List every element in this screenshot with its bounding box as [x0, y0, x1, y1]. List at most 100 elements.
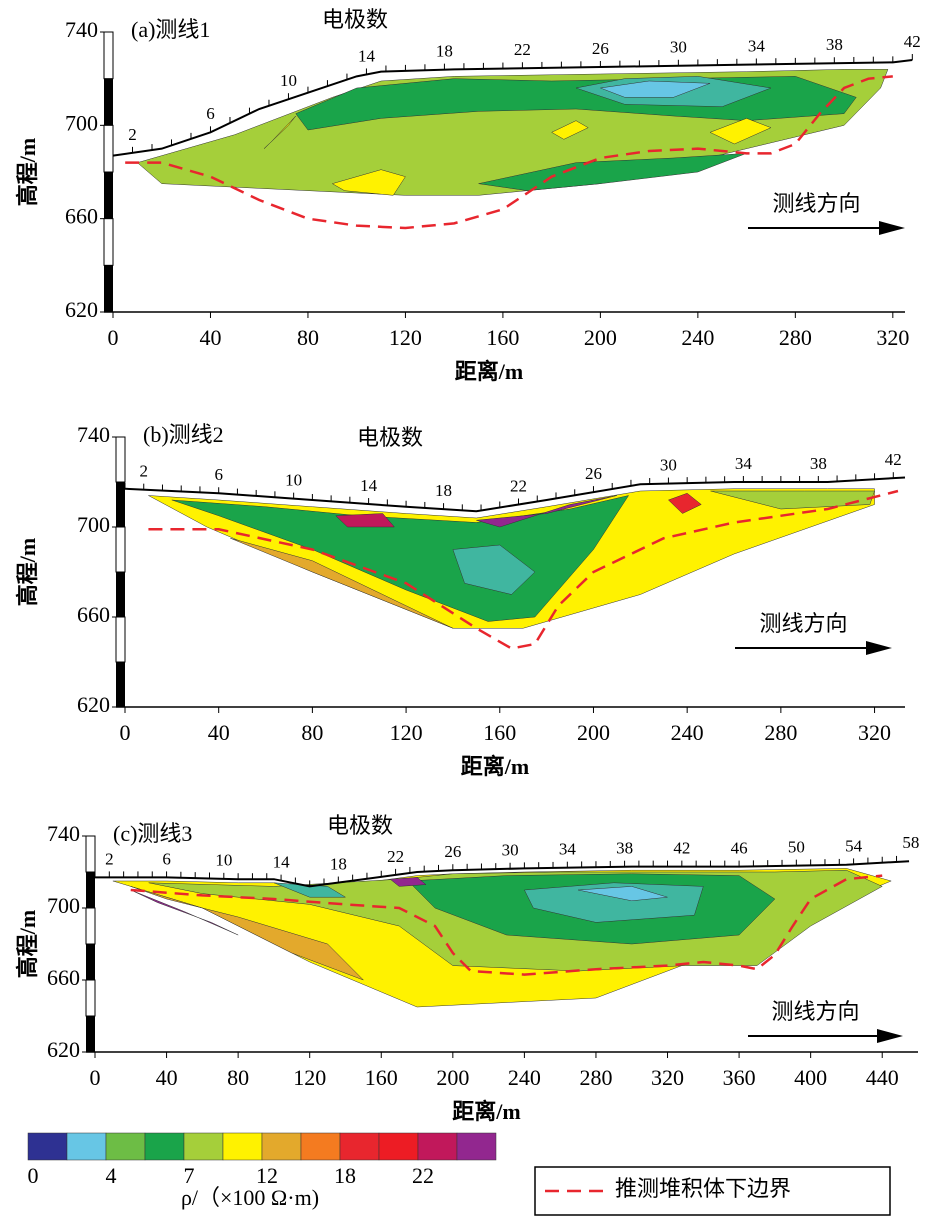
electrode-number: 14 [358, 46, 376, 65]
scale-bar-segment [116, 572, 125, 617]
electrode-number: 18 [436, 42, 453, 61]
electrode-number: 6 [206, 104, 215, 123]
y-axis-label: 高程/m [15, 910, 40, 978]
x-tick-label: 200 [577, 720, 610, 745]
panel-title: (a)测线1 [131, 17, 210, 42]
x-tick-label: 320 [651, 1065, 684, 1090]
resistivity-region [130, 886, 364, 981]
electrode-number: 30 [670, 38, 687, 57]
electrode-number: 2 [105, 849, 114, 868]
y-tick-label: 660 [65, 204, 98, 229]
electrode-number: 10 [285, 471, 302, 490]
x-tick-label: 240 [681, 325, 714, 350]
x-tick-label: 320 [876, 325, 909, 350]
colorbar-cell [105, 1132, 146, 1161]
scale-bar-segment [115, 526, 126, 573]
scale-bar-segment [104, 78, 113, 126]
electrode-number: 22 [514, 40, 531, 59]
electrode-number: 54 [845, 836, 863, 855]
resistivity-region [709, 118, 772, 145]
x-tick-label: 0 [120, 720, 131, 745]
legend-label: 推测堆积体下边界 [615, 1176, 791, 1201]
direction-label: 测线方向 [771, 999, 859, 1024]
x-tick-label: 240 [671, 720, 704, 745]
electrode-number: 46 [731, 839, 748, 858]
direction-label: 测线方向 [759, 611, 847, 636]
lower-boundary [148, 489, 899, 650]
electrode-number: 58 [902, 833, 919, 852]
x-tick-label: 280 [579, 1065, 612, 1090]
x-tick-label: 280 [764, 720, 797, 745]
electrode-number: 6 [162, 849, 171, 868]
electrode-number: 2 [128, 125, 137, 144]
resistivity-region [452, 544, 536, 595]
x-tick-label: 120 [293, 1065, 326, 1090]
y-axis-label: 高程/m [15, 538, 40, 606]
scale-bar-segment [86, 1016, 95, 1052]
colorbar-cell [417, 1132, 458, 1161]
electrode-number: 10 [215, 851, 232, 870]
resistivity-region [551, 120, 589, 140]
scale-bar-segment [103, 124, 114, 173]
panel-title: (c)测线3 [113, 821, 192, 846]
x-tick-label: 80 [227, 1065, 249, 1090]
colorbar-cell [183, 1132, 224, 1161]
electrode-number: 42 [904, 32, 921, 51]
electrode-number: 22 [387, 847, 404, 866]
electrode-number: 34 [748, 36, 766, 55]
x-tick-label: 400 [794, 1065, 827, 1090]
resistivity-region [524, 882, 704, 923]
electrode-number: 2 [139, 462, 148, 481]
x-tick-label: 200 [584, 325, 617, 350]
y-axis-label: 高程/m [15, 138, 40, 206]
y-tick-label: 620 [47, 1037, 80, 1062]
x-tick-label: 360 [723, 1065, 756, 1090]
scale-bar-segment [86, 944, 95, 980]
electrode-number: 14 [273, 853, 291, 872]
x-tick-label: 320 [858, 720, 891, 745]
electrode-number: 38 [810, 454, 827, 473]
colorbar-cell [456, 1132, 497, 1161]
direction-arrowhead [879, 221, 905, 235]
x-tick-label: 200 [436, 1065, 469, 1090]
x-axis-label: 距离/m [455, 359, 523, 384]
electrode-number: 18 [435, 481, 452, 500]
colorbar-tick-label: 4 [106, 1163, 117, 1188]
resistivity-region [130, 889, 239, 936]
colorbar-cell [261, 1132, 302, 1161]
y-tick-label: 740 [47, 821, 80, 846]
x-tick-label: 160 [365, 1065, 398, 1090]
colorbar-cell [66, 1132, 107, 1161]
colorbar-cell [144, 1132, 185, 1161]
x-axis-label: 距离/m [461, 754, 529, 779]
electrode-number: 34 [735, 454, 753, 473]
resistivity-region [331, 169, 406, 196]
x-tick-label: 120 [390, 720, 423, 745]
y-tick-label: 660 [47, 965, 80, 990]
scale-bar-segment [85, 979, 96, 1017]
x-tick-label: 40 [199, 325, 221, 350]
colorbar-cell [27, 1132, 68, 1161]
electrode-axis-label: 电极数 [327, 813, 393, 838]
x-tick-label: 240 [508, 1065, 541, 1090]
x-tick-label: 160 [486, 325, 519, 350]
scale-bar-segment [115, 616, 126, 663]
colorbar-tick-label: 18 [334, 1163, 356, 1188]
scale-bar-segment [104, 172, 113, 219]
y-tick-label: 700 [47, 893, 80, 918]
scale-bar-segment [115, 436, 126, 483]
resistivity-region [389, 877, 427, 887]
colorbar-tick-label: 0 [28, 1163, 39, 1188]
scale-bar-segment [85, 835, 96, 873]
resistivity-region [667, 492, 702, 514]
scale-bar-segment [104, 265, 113, 312]
electrode-number: 30 [660, 455, 677, 474]
electrode-number: 50 [788, 838, 805, 857]
x-tick-label: 80 [297, 325, 319, 350]
direction-arrowhead [866, 641, 892, 655]
electrode-number: 26 [585, 464, 602, 483]
resistivity-region [335, 513, 395, 528]
colorbar-tick-label: 7 [184, 1163, 195, 1188]
colorbar-label: ρ/（×100 Ω·m) [181, 1185, 319, 1210]
